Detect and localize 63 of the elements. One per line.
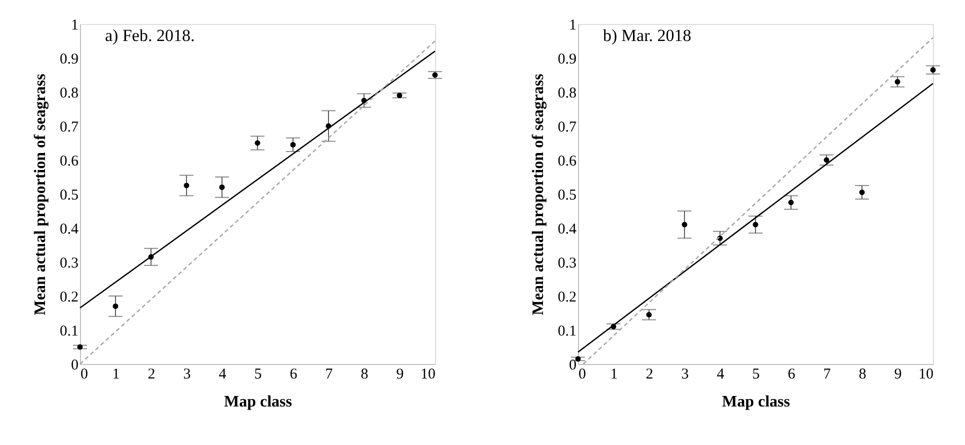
point [575,356,581,362]
x-tick-label: 6 [290,366,298,382]
y-tick-label: 0.6 [60,154,79,170]
x-tick-label: 7 [823,366,832,382]
x-axis-title: Map class [722,394,790,410]
x-tick-label: 4 [716,366,725,382]
point [894,79,900,85]
y-tick-label: 0.4 [60,222,79,238]
y-axis-title: Mean actual proportion of seagrass [530,74,547,316]
x-axis-title: Map class [224,394,292,410]
y-tick-label: 0.7 [60,120,79,136]
x-tick-label: 8 [858,366,866,382]
x-tick-label: 2 [148,366,156,382]
point [396,92,402,98]
y-axis-title: Mean actual proportion of seagrass [32,74,49,316]
y-tick-label: 0.7 [558,120,577,136]
point [930,67,936,73]
point [254,140,260,146]
y-tick-label: 1 [71,18,78,34]
x-tick-label: 1 [112,366,120,382]
point [788,200,794,206]
x-tick-label: 2 [646,366,654,382]
point [752,222,758,228]
y-tick-label: 0.2 [558,290,576,306]
x-tick-label: 9 [396,366,404,382]
y-tick-label: 0.1 [558,324,576,340]
y-tick-label: 0.2 [60,290,78,306]
x-tick-label: 5 [752,366,760,382]
x-tick-label: 3 [183,366,191,382]
x-tick-label: 10 [420,366,436,382]
x-tick-label: 5 [254,366,262,382]
point [432,72,438,78]
y-tick-label: 0.5 [60,188,78,204]
x-tick-label: 9 [894,366,902,382]
point [219,184,225,190]
point [859,190,865,196]
y-tick-label: 0.5 [558,188,576,204]
x-tick-label: 7 [325,366,334,382]
y-tick-label: 0.4 [558,222,577,238]
y-tick-label: 0.3 [60,256,78,272]
point [77,344,83,350]
y-tick-label: 1 [569,18,576,34]
point [682,222,688,228]
x-tick-label: 3 [681,366,689,382]
point [646,312,652,318]
point [290,142,296,148]
y-tick-label: 0.8 [60,86,78,102]
y-tick-label: 0.6 [558,154,577,170]
chart-title: b) Mar. 2018 [603,26,692,45]
x-tick-label: 1 [610,366,618,382]
chart-title: a) Feb. 2018. [105,26,195,45]
x-tick-label: 10 [918,366,934,382]
point [184,182,190,188]
x-tick-label: 6 [788,366,796,382]
x-tick-label: 8 [360,366,368,382]
y-tick-label: 0.9 [60,52,78,68]
point [112,303,118,309]
y-tick-label: 0.3 [558,256,576,272]
point [824,157,830,163]
y-tick-label: 0.9 [558,52,576,68]
y-tick-label: 0.8 [558,86,576,102]
y-tick-label: 0.1 [60,324,78,340]
x-tick-label: 4 [218,366,227,382]
